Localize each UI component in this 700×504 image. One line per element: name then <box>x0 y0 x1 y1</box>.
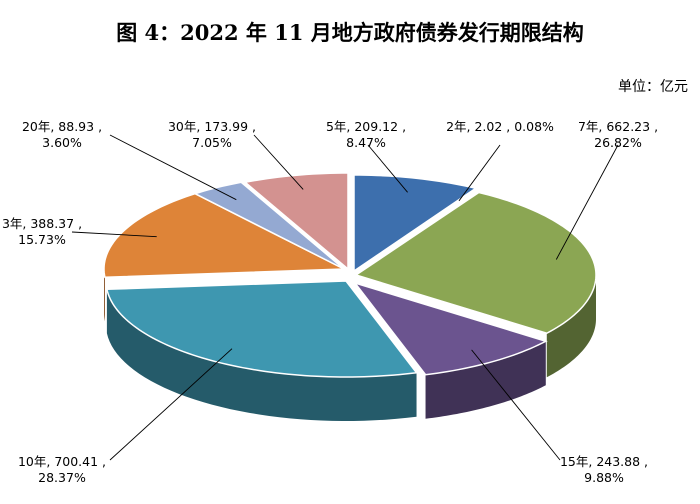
pie-side-walls <box>104 269 596 421</box>
data-label-2年: 2年, 2.02 , 0.08% <box>446 119 554 134</box>
pie-top-faces <box>103 172 597 378</box>
leader-line-2年 <box>458 144 501 202</box>
data-label-7年: 7年, 662.23 , <box>578 119 658 134</box>
data-label-percent-3年: 15.73% <box>18 232 66 247</box>
pie-slice-7年 <box>354 191 597 335</box>
data-label-30年: 30年, 173.99 , <box>168 119 256 134</box>
data-label-20年: 20年, 88.93 , <box>22 119 102 134</box>
leader-line-15年 <box>471 349 561 461</box>
data-label-percent-5年: 8.47% <box>346 135 386 150</box>
data-label-percent-30年: 7.05% <box>192 135 232 150</box>
pie-slice-30年 <box>243 172 349 271</box>
data-label-15年: 15年, 243.88 , <box>560 454 648 469</box>
pie-side-15年 <box>425 341 546 419</box>
data-label-percent-10年: 28.37% <box>38 470 86 485</box>
leader-line-7年 <box>555 144 619 260</box>
data-label-10年: 10年, 700.41 , <box>18 454 106 469</box>
leader-line-5年 <box>367 144 408 193</box>
pie-side-7年 <box>546 275 596 378</box>
data-labels: 5年, 209.12 ,8.47% 2年, 2.02 , 0.08% 7年, 662… <box>2 119 658 485</box>
leader-line-10年 <box>109 348 233 461</box>
leader-line-20年 <box>109 134 237 201</box>
pie-slice-5年 <box>353 174 478 273</box>
data-label-percent-7年: 26.82% <box>594 135 642 150</box>
data-label-percent-20年: 3.60% <box>42 135 82 150</box>
pie-slice-15年 <box>352 281 548 376</box>
chart-title: 图 4：2022 年 11 月地方政府债券发行期限结构 <box>116 20 584 45</box>
data-label-5年: 5年, 209.12 , <box>326 119 406 134</box>
pie-slice-3年 <box>103 192 345 279</box>
leader-line-30年 <box>253 134 304 190</box>
data-label-3年: 3年, 388.37 , <box>2 216 82 231</box>
pie-side-3年 <box>104 269 105 322</box>
data-label-percent-15年: 9.88% <box>584 470 624 485</box>
pie-slice-20年 <box>193 181 345 270</box>
pie-slice-10年 <box>105 280 418 378</box>
leader-line-3年 <box>71 231 157 238</box>
leader-lines <box>71 134 619 461</box>
pie-slice-2年 <box>354 187 480 272</box>
unit-label: 单位：亿元 <box>618 79 688 95</box>
pie-side-10年 <box>106 289 417 421</box>
